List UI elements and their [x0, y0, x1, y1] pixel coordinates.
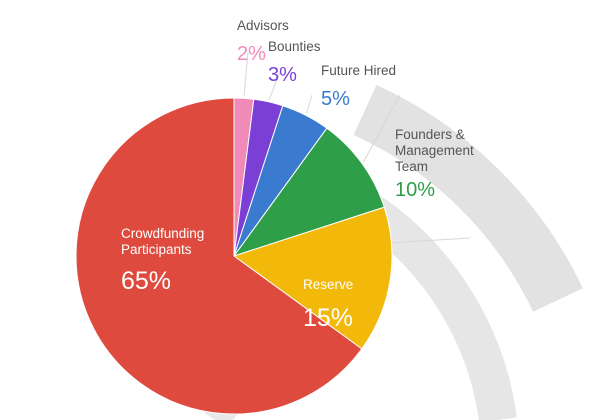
category-label-bounties: Bounties	[268, 39, 321, 54]
slice-reserve	[232, 206, 393, 350]
slice-crowdfunding-participants	[75, 97, 363, 415]
leader-line-founders-management-team	[387, 237, 471, 244]
value-label-founders-management-team: 10%	[395, 179, 435, 201]
value-label-advisors: 2%	[237, 43, 266, 65]
pie-slices	[75, 97, 393, 415]
leader-line-bounties	[268, 71, 281, 101]
leader-line-founders-management-team	[362, 94, 401, 163]
slice-labels: Advisors 2% Bounties 3% Future Hired 5% Founde…	[121, 18, 474, 332]
value-label-future-hired: 5%	[321, 88, 350, 110]
category-label-future-hired: Future Hired	[321, 63, 396, 78]
background-arc-outer	[353, 84, 583, 313]
category-label-crowdfunding-participants: Crowdfunding Participants	[121, 226, 204, 257]
category-label-founders-management-team: Founders & Management Team	[395, 127, 474, 174]
category-label-reserve: Reserve	[303, 277, 353, 292]
value-label-bounties: 3%	[268, 64, 297, 86]
leader-lines	[243, 51, 471, 244]
value-label-crowdfunding-participants: 65%	[121, 267, 171, 295]
leader-line-advisors	[243, 51, 249, 97]
category-label-advisors: Advisors	[237, 18, 289, 33]
leader-line-future-hired	[306, 94, 313, 114]
value-label-reserve: 15%	[303, 304, 353, 332]
slice-founders-management-team	[232, 127, 385, 257]
